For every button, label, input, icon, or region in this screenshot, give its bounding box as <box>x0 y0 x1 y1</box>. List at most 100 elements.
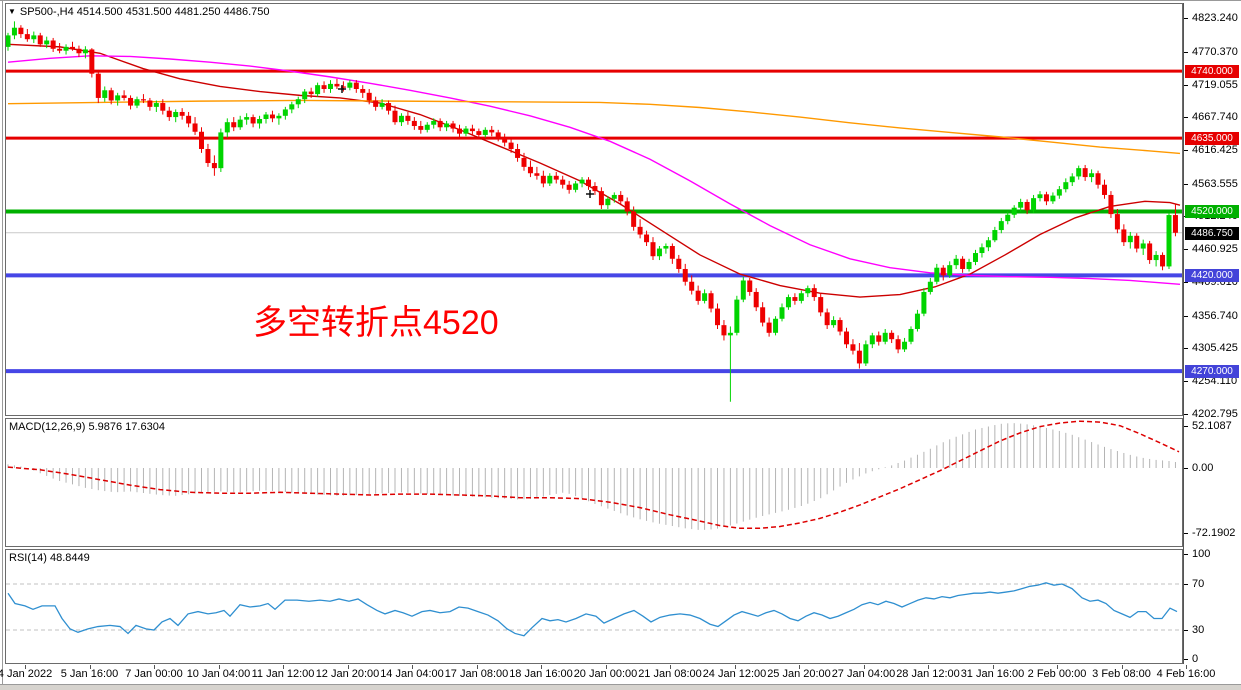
candle-body <box>392 110 398 123</box>
axis-tick <box>1184 533 1188 534</box>
candle-body <box>1127 235 1133 243</box>
candle-body <box>553 175 559 180</box>
candle-body <box>134 99 140 106</box>
time-tick <box>89 665 91 669</box>
chevron-down-icon[interactable]: ▼ <box>8 7 16 16</box>
time-tick-label: 12 Jan 20:00 <box>315 668 380 680</box>
axis-tick <box>1184 18 1188 19</box>
time-tick-label: 2 Feb 00:00 <box>1027 668 1087 680</box>
price-badge-4520.000: 4520.000 <box>1185 204 1239 218</box>
candle-body <box>250 117 256 124</box>
candle-body <box>502 137 508 143</box>
candle-body <box>1147 243 1153 261</box>
candle-body <box>128 97 134 106</box>
rsi-tick-label: 100 <box>1192 548 1211 560</box>
candle-body <box>844 331 849 345</box>
candle-body <box>108 90 114 101</box>
candle-body <box>895 339 901 350</box>
candle-body <box>102 90 108 98</box>
axis-tick <box>1184 426 1188 427</box>
candle-body <box>340 86 346 88</box>
candle-body <box>1134 235 1140 249</box>
candle-body <box>1056 189 1062 196</box>
candle-body <box>979 247 985 254</box>
candle-body <box>89 49 95 74</box>
candle-body <box>231 122 237 128</box>
macd-tick-label: 52.1087 <box>1192 420 1232 432</box>
axis-tick <box>1184 316 1188 317</box>
candle-body <box>418 126 424 130</box>
candle-body <box>540 175 546 184</box>
price-axis: 4823.240 4770.370 4719.055 4667.740 4616.425… <box>1183 3 1241 665</box>
rsi-indicator-label: RSI(14) 48.8449 <box>9 552 90 564</box>
candle-body <box>837 320 843 332</box>
window-left-edge <box>2 1 3 684</box>
axis-tick <box>1184 630 1188 631</box>
candle-body <box>863 344 869 364</box>
price-badge-4740.000: 4740.000 <box>1185 64 1239 78</box>
candle-body <box>695 290 701 301</box>
time-tick-label: 25 Jan 20:00 <box>767 668 831 680</box>
price-tick-label: 4823.240 <box>1192 12 1238 24</box>
candle-body <box>24 34 30 40</box>
time-tick-label: 11 Jan 12:00 <box>251 668 315 680</box>
candle-body <box>437 120 443 128</box>
axis-tick <box>1184 659 1188 660</box>
macd-signal-line <box>7 420 1180 530</box>
candle-body <box>818 297 824 313</box>
candle-body <box>650 242 656 257</box>
candle-body <box>676 258 682 269</box>
candle-body <box>534 173 540 176</box>
candle-body <box>153 103 159 107</box>
axis-tick <box>1184 381 1188 382</box>
price-badge-4420.000: 4420.000 <box>1185 268 1239 282</box>
time-tick <box>412 665 413 669</box>
candle-body <box>308 91 314 95</box>
candle-body <box>760 307 766 323</box>
price-tick-label: 4563.555 <box>1192 178 1238 190</box>
candle-body <box>902 341 908 350</box>
price-tick-label: 4254.110 <box>1192 375 1238 387</box>
candle-body <box>734 299 740 333</box>
price-badge-4635.000: 4635.000 <box>1185 131 1239 145</box>
time-tick <box>670 665 671 669</box>
price-tick-label: 4616.425 <box>1192 144 1238 156</box>
axis-tick <box>1184 348 1188 349</box>
candle-body <box>856 350 862 364</box>
axis-tick <box>1184 554 1188 555</box>
candle-body <box>747 280 753 292</box>
axis-tick <box>1184 249 1188 250</box>
candle-body <box>805 288 811 294</box>
time-tick-label: 28 Jan 12:00 <box>896 668 960 680</box>
candle-body <box>850 344 856 351</box>
candle-body <box>269 114 275 119</box>
time-tick <box>283 665 284 669</box>
candle-body <box>637 226 643 235</box>
candle-body <box>1011 207 1017 215</box>
time-tick-label: 14 Jan 04:00 <box>380 668 444 680</box>
candle-body <box>328 83 333 89</box>
candle-body <box>469 128 475 132</box>
time-tick-label: 17 Jan 08:00 <box>444 668 509 680</box>
candle-body <box>6 35 11 47</box>
candle-body <box>140 99 146 101</box>
axis-tick <box>1184 584 1188 585</box>
time-tick-label: 20 Jan 00:00 <box>573 668 638 680</box>
symbol-ohlc-text: SP500-,H4 4514.500 4531.500 4481.250 448… <box>19 6 270 18</box>
time-tick <box>476 665 478 669</box>
candle-body <box>889 332 895 340</box>
price-tick-label: 4305.425 <box>1192 342 1238 354</box>
macd-tick-label: -72.1902 <box>1192 527 1236 539</box>
candle-body <box>192 123 198 132</box>
axis-tick <box>1184 52 1188 53</box>
time-axis: 4 Jan 2022 5 Jan 16:00 7 Jan 00:00 10 Jan 0… <box>0 665 1241 684</box>
candle-body <box>282 109 288 116</box>
candle-body <box>598 191 604 206</box>
candle-body <box>586 179 591 187</box>
candle-body <box>1121 229 1127 243</box>
price-tick-label: 4356.740 <box>1192 310 1238 322</box>
candle-body <box>1024 201 1030 211</box>
candle-body <box>521 157 527 167</box>
candle-body <box>663 246 669 249</box>
candle-body <box>934 267 940 282</box>
